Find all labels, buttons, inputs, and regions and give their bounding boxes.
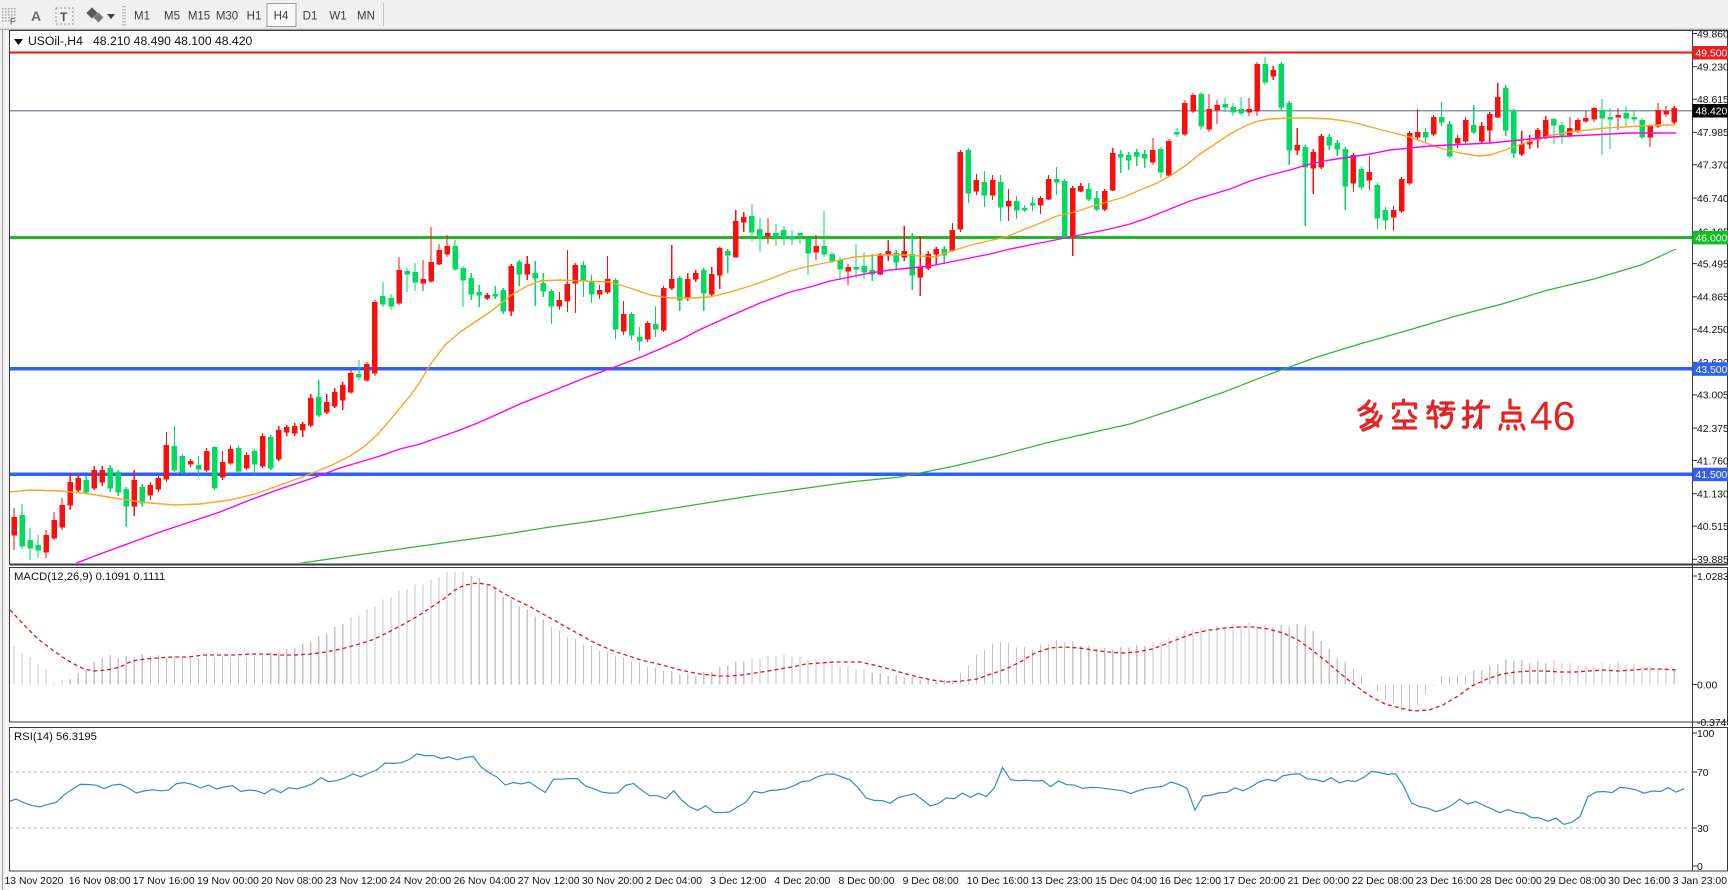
svg-text:30: 30 xyxy=(1697,824,1709,835)
svg-text:43.500: 43.500 xyxy=(1696,365,1728,376)
svg-text:24 Nov 20:00: 24 Nov 20:00 xyxy=(389,876,451,887)
svg-text:23 Nov 12:00: 23 Nov 12:00 xyxy=(325,876,387,887)
svg-text:44.250: 44.250 xyxy=(1697,325,1728,336)
svg-text:M5: M5 xyxy=(164,11,180,23)
svg-text:22 Dec 08:00: 22 Dec 08:00 xyxy=(1352,876,1414,887)
svg-text:19 Nov 00:00: 19 Nov 00:00 xyxy=(197,876,259,887)
svg-text:46.740: 46.740 xyxy=(1697,194,1728,205)
svg-text:47.370: 47.370 xyxy=(1697,161,1728,172)
svg-text:47.985: 47.985 xyxy=(1697,128,1728,139)
svg-text:3 Jan 23:00: 3 Jan 23:00 xyxy=(1673,876,1728,887)
svg-text:0: 0 xyxy=(1697,862,1703,873)
svg-text:13 Dec 23:00: 13 Dec 23:00 xyxy=(1031,876,1093,887)
svg-text:2 Dec 04:00: 2 Dec 04:00 xyxy=(646,876,702,887)
svg-text:3 Dec 12:00: 3 Dec 12:00 xyxy=(710,876,766,887)
svg-text:43.005: 43.005 xyxy=(1697,391,1728,402)
svg-text:44.865: 44.865 xyxy=(1697,293,1728,304)
svg-text:T: T xyxy=(60,10,68,24)
svg-text:8 Dec 00:00: 8 Dec 00:00 xyxy=(839,876,895,887)
svg-text:MACD(12,26,9) 0.1091 0.1111: MACD(12,26,9) 0.1091 0.1111 xyxy=(14,571,165,583)
svg-text:49.860: 49.860 xyxy=(1697,29,1728,40)
svg-text:41.130: 41.130 xyxy=(1697,490,1728,501)
svg-text:49.500: 49.500 xyxy=(1696,49,1728,60)
svg-text:30 Dec 16:00: 30 Dec 16:00 xyxy=(1608,876,1670,887)
svg-text:M1: M1 xyxy=(134,11,150,23)
svg-text:F: F xyxy=(10,17,15,27)
svg-text:40.515: 40.515 xyxy=(1697,522,1728,533)
svg-text:USOil-,H4: USOil-,H4 xyxy=(28,34,83,48)
svg-text:46: 46 xyxy=(1530,393,1576,439)
svg-text:48.210 48.490 48.100 48.420: 48.210 48.490 48.100 48.420 xyxy=(93,34,252,48)
svg-text:RSI(14) 56.3195: RSI(14) 56.3195 xyxy=(14,731,97,743)
svg-text:16 Nov 08:00: 16 Nov 08:00 xyxy=(69,876,131,887)
svg-text:100: 100 xyxy=(1697,729,1715,740)
svg-text:49.230: 49.230 xyxy=(1697,63,1728,74)
svg-text:M15: M15 xyxy=(188,11,210,23)
svg-text:10 Dec 16:00: 10 Dec 16:00 xyxy=(967,876,1029,887)
svg-text:H4: H4 xyxy=(274,11,289,23)
svg-text:H1: H1 xyxy=(247,11,262,23)
svg-text:46.000: 46.000 xyxy=(1696,233,1728,244)
svg-text:28 Dec 00:00: 28 Dec 00:00 xyxy=(1480,876,1542,887)
svg-text:39.885: 39.885 xyxy=(1697,555,1728,566)
svg-text:4 Dec 20:00: 4 Dec 20:00 xyxy=(774,876,830,887)
svg-text:16 Dec 12:00: 16 Dec 12:00 xyxy=(1159,876,1221,887)
svg-text:17 Nov 16:00: 17 Nov 16:00 xyxy=(133,876,195,887)
svg-text:23 Dec 16:00: 23 Dec 16:00 xyxy=(1416,876,1478,887)
svg-text:70: 70 xyxy=(1697,768,1709,779)
svg-text:30 Nov 20:00: 30 Nov 20:00 xyxy=(582,876,644,887)
svg-text:48.615: 48.615 xyxy=(1697,95,1728,106)
svg-text:13 Nov 2020: 13 Nov 2020 xyxy=(5,876,64,887)
svg-text:D1: D1 xyxy=(303,11,318,23)
svg-text:-0.3748: -0.3748 xyxy=(1697,718,1728,729)
svg-text:27 Nov 12:00: 27 Nov 12:00 xyxy=(518,876,580,887)
svg-text:15 Dec 04:00: 15 Dec 04:00 xyxy=(1095,876,1157,887)
svg-text:29 Dec 08:00: 29 Dec 08:00 xyxy=(1544,876,1606,887)
svg-text:A: A xyxy=(31,8,41,24)
svg-text:W1: W1 xyxy=(329,11,346,23)
svg-text:41.760: 41.760 xyxy=(1697,456,1728,467)
svg-text:42.375: 42.375 xyxy=(1697,424,1728,435)
svg-text:20 Nov 08:00: 20 Nov 08:00 xyxy=(261,876,323,887)
svg-text:1.0283: 1.0283 xyxy=(1697,572,1728,583)
svg-text:41.500: 41.500 xyxy=(1696,470,1728,481)
svg-text:17 Dec 20:00: 17 Dec 20:00 xyxy=(1223,876,1285,887)
svg-text:48.420: 48.420 xyxy=(1696,107,1728,118)
svg-text:45.495: 45.495 xyxy=(1697,259,1728,270)
svg-text:M30: M30 xyxy=(216,11,238,23)
svg-text:21 Dec 00:00: 21 Dec 00:00 xyxy=(1288,876,1350,887)
svg-text:MN: MN xyxy=(357,11,375,23)
svg-text:0.00: 0.00 xyxy=(1697,680,1717,691)
svg-text:26 Nov 04:00: 26 Nov 04:00 xyxy=(454,876,516,887)
svg-text:9 Dec 08:00: 9 Dec 08:00 xyxy=(903,876,959,887)
